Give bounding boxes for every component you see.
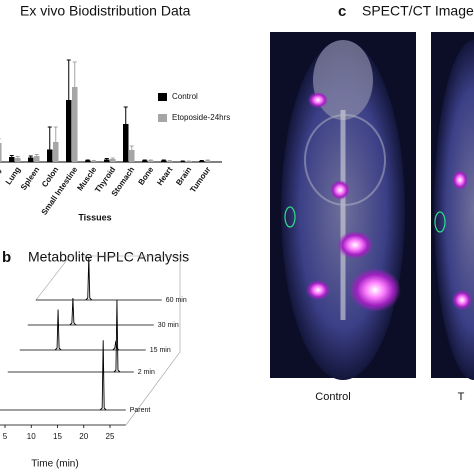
hplc-chart: 5 10 15 20 25 Parent 2 min 15 min 30 min 60 min [0,257,187,441]
error-bar [47,126,52,150]
panel-title: SPECT/CT Images [362,3,474,19]
bar [148,160,154,162]
bar [72,87,78,162]
panel-label: b [2,249,11,266]
trace-label: 15 min [150,347,171,354]
error-bar [0,138,1,140]
error-bar [28,155,33,158]
error-bar [91,160,96,161]
error-bar [142,159,147,161]
bar [85,160,91,162]
bar [110,159,116,162]
image-caption: T [458,391,465,403]
bar [167,161,173,162]
legend-swatch [158,93,167,101]
bar [66,100,72,162]
spect-image [431,32,474,380]
error-bar [9,155,14,157]
bar [186,161,192,162]
bar [205,160,211,162]
peak [112,340,120,351]
error-bar [53,126,58,142]
error-bar [199,160,204,161]
bar [142,160,148,162]
bar [180,161,186,162]
error-bar [34,154,39,156]
trace-label: 60 min [166,297,187,304]
peak [85,257,93,301]
panel-title: Ex vivo Biodistribution Data [20,3,191,19]
x-tick-label: 15 [53,432,62,441]
bar [9,157,15,162]
bar [47,149,53,162]
bar [28,157,34,162]
bar [129,150,135,162]
legend-label: Etoposide-24hrs [172,113,230,122]
bar [34,156,40,162]
panel-label: c [338,3,346,20]
bar [53,142,59,162]
error-bar [180,160,185,162]
x-axis-label: Tissues [78,212,111,222]
bar [199,161,205,162]
error-bar [186,160,191,162]
error-bar [104,158,109,160]
error-bar [161,159,166,161]
peak [99,340,107,411]
panel-title: Metabolite HPLC Analysis [28,249,189,265]
error-bar [167,160,172,161]
error-bar [110,157,115,159]
error-bar [148,159,153,161]
trace-label: 2 min [138,369,155,376]
peak [54,309,62,351]
error-bar [123,106,128,124]
peak [69,297,77,326]
bar [123,124,129,162]
x-tick-label: 10 [27,432,36,441]
trace-label: 30 min [158,322,179,329]
legend-swatch [158,114,167,122]
bar [0,143,2,162]
error-bar [129,145,134,150]
x-tick-label: 20 [79,432,88,441]
waterfall-frame [35,255,181,426]
legend-label: Control [172,92,198,101]
bar [15,158,21,162]
bar [161,160,167,162]
x-tick-label: 5 [3,432,8,441]
error-bar [85,159,90,161]
bar [91,161,97,162]
error-bar [66,59,71,100]
x-tick-label: 25 [106,432,115,441]
bar [104,159,110,162]
trace-label: Parent [130,407,151,414]
spect-image [270,32,416,380]
x-axis-label: Time (min) [31,459,78,470]
error-bar [15,156,20,158]
image-caption: Control [315,391,350,403]
error-bar [205,159,210,161]
error-bar [72,61,77,87]
